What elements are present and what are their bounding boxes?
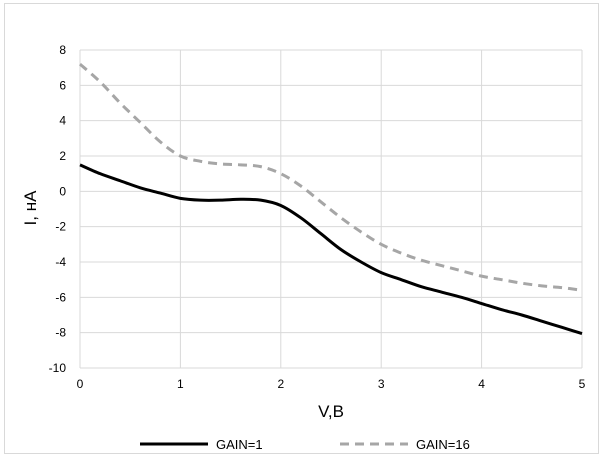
series-line-gain-1 xyxy=(79,163,583,335)
x-tick-label: 2 xyxy=(277,377,284,391)
y-tick-label: 8 xyxy=(59,43,66,57)
x-tick-label: 0 xyxy=(77,377,84,391)
y-tick-label: -4 xyxy=(55,255,66,269)
y-tick-label: 0 xyxy=(59,184,66,198)
x-axis-title: V,B xyxy=(318,402,344,421)
x-tick-label: 3 xyxy=(378,377,385,391)
series-lines xyxy=(79,63,583,335)
y-tick-label: -2 xyxy=(55,220,66,234)
y-tick-label: -6 xyxy=(55,290,66,304)
y-tick-label: -8 xyxy=(55,326,66,340)
y-axis-title: I, нА xyxy=(21,190,40,226)
legend-label: GAIN=16 xyxy=(416,437,470,452)
legend: GAIN=1 GAIN=16 xyxy=(140,437,470,452)
series-line-gain-16 xyxy=(79,63,583,292)
x-tick-label: 4 xyxy=(478,377,485,391)
y-tick-label: 2 xyxy=(59,149,66,163)
y-tick-labels: -10 -8 -6 -4 -2 0 2 4 6 8 xyxy=(49,43,67,375)
grid-lines xyxy=(79,49,583,369)
x-tick-label: 1 xyxy=(177,377,184,391)
chart-frame xyxy=(4,3,599,454)
x-tick-label: 5 xyxy=(579,377,586,391)
y-tick-label: 6 xyxy=(59,78,66,92)
legend-label: GAIN=1 xyxy=(216,437,263,452)
y-tick-label: 4 xyxy=(59,114,66,128)
y-tick-label: -10 xyxy=(49,361,67,375)
x-tick-labels: 0 1 2 3 4 5 xyxy=(77,377,586,391)
